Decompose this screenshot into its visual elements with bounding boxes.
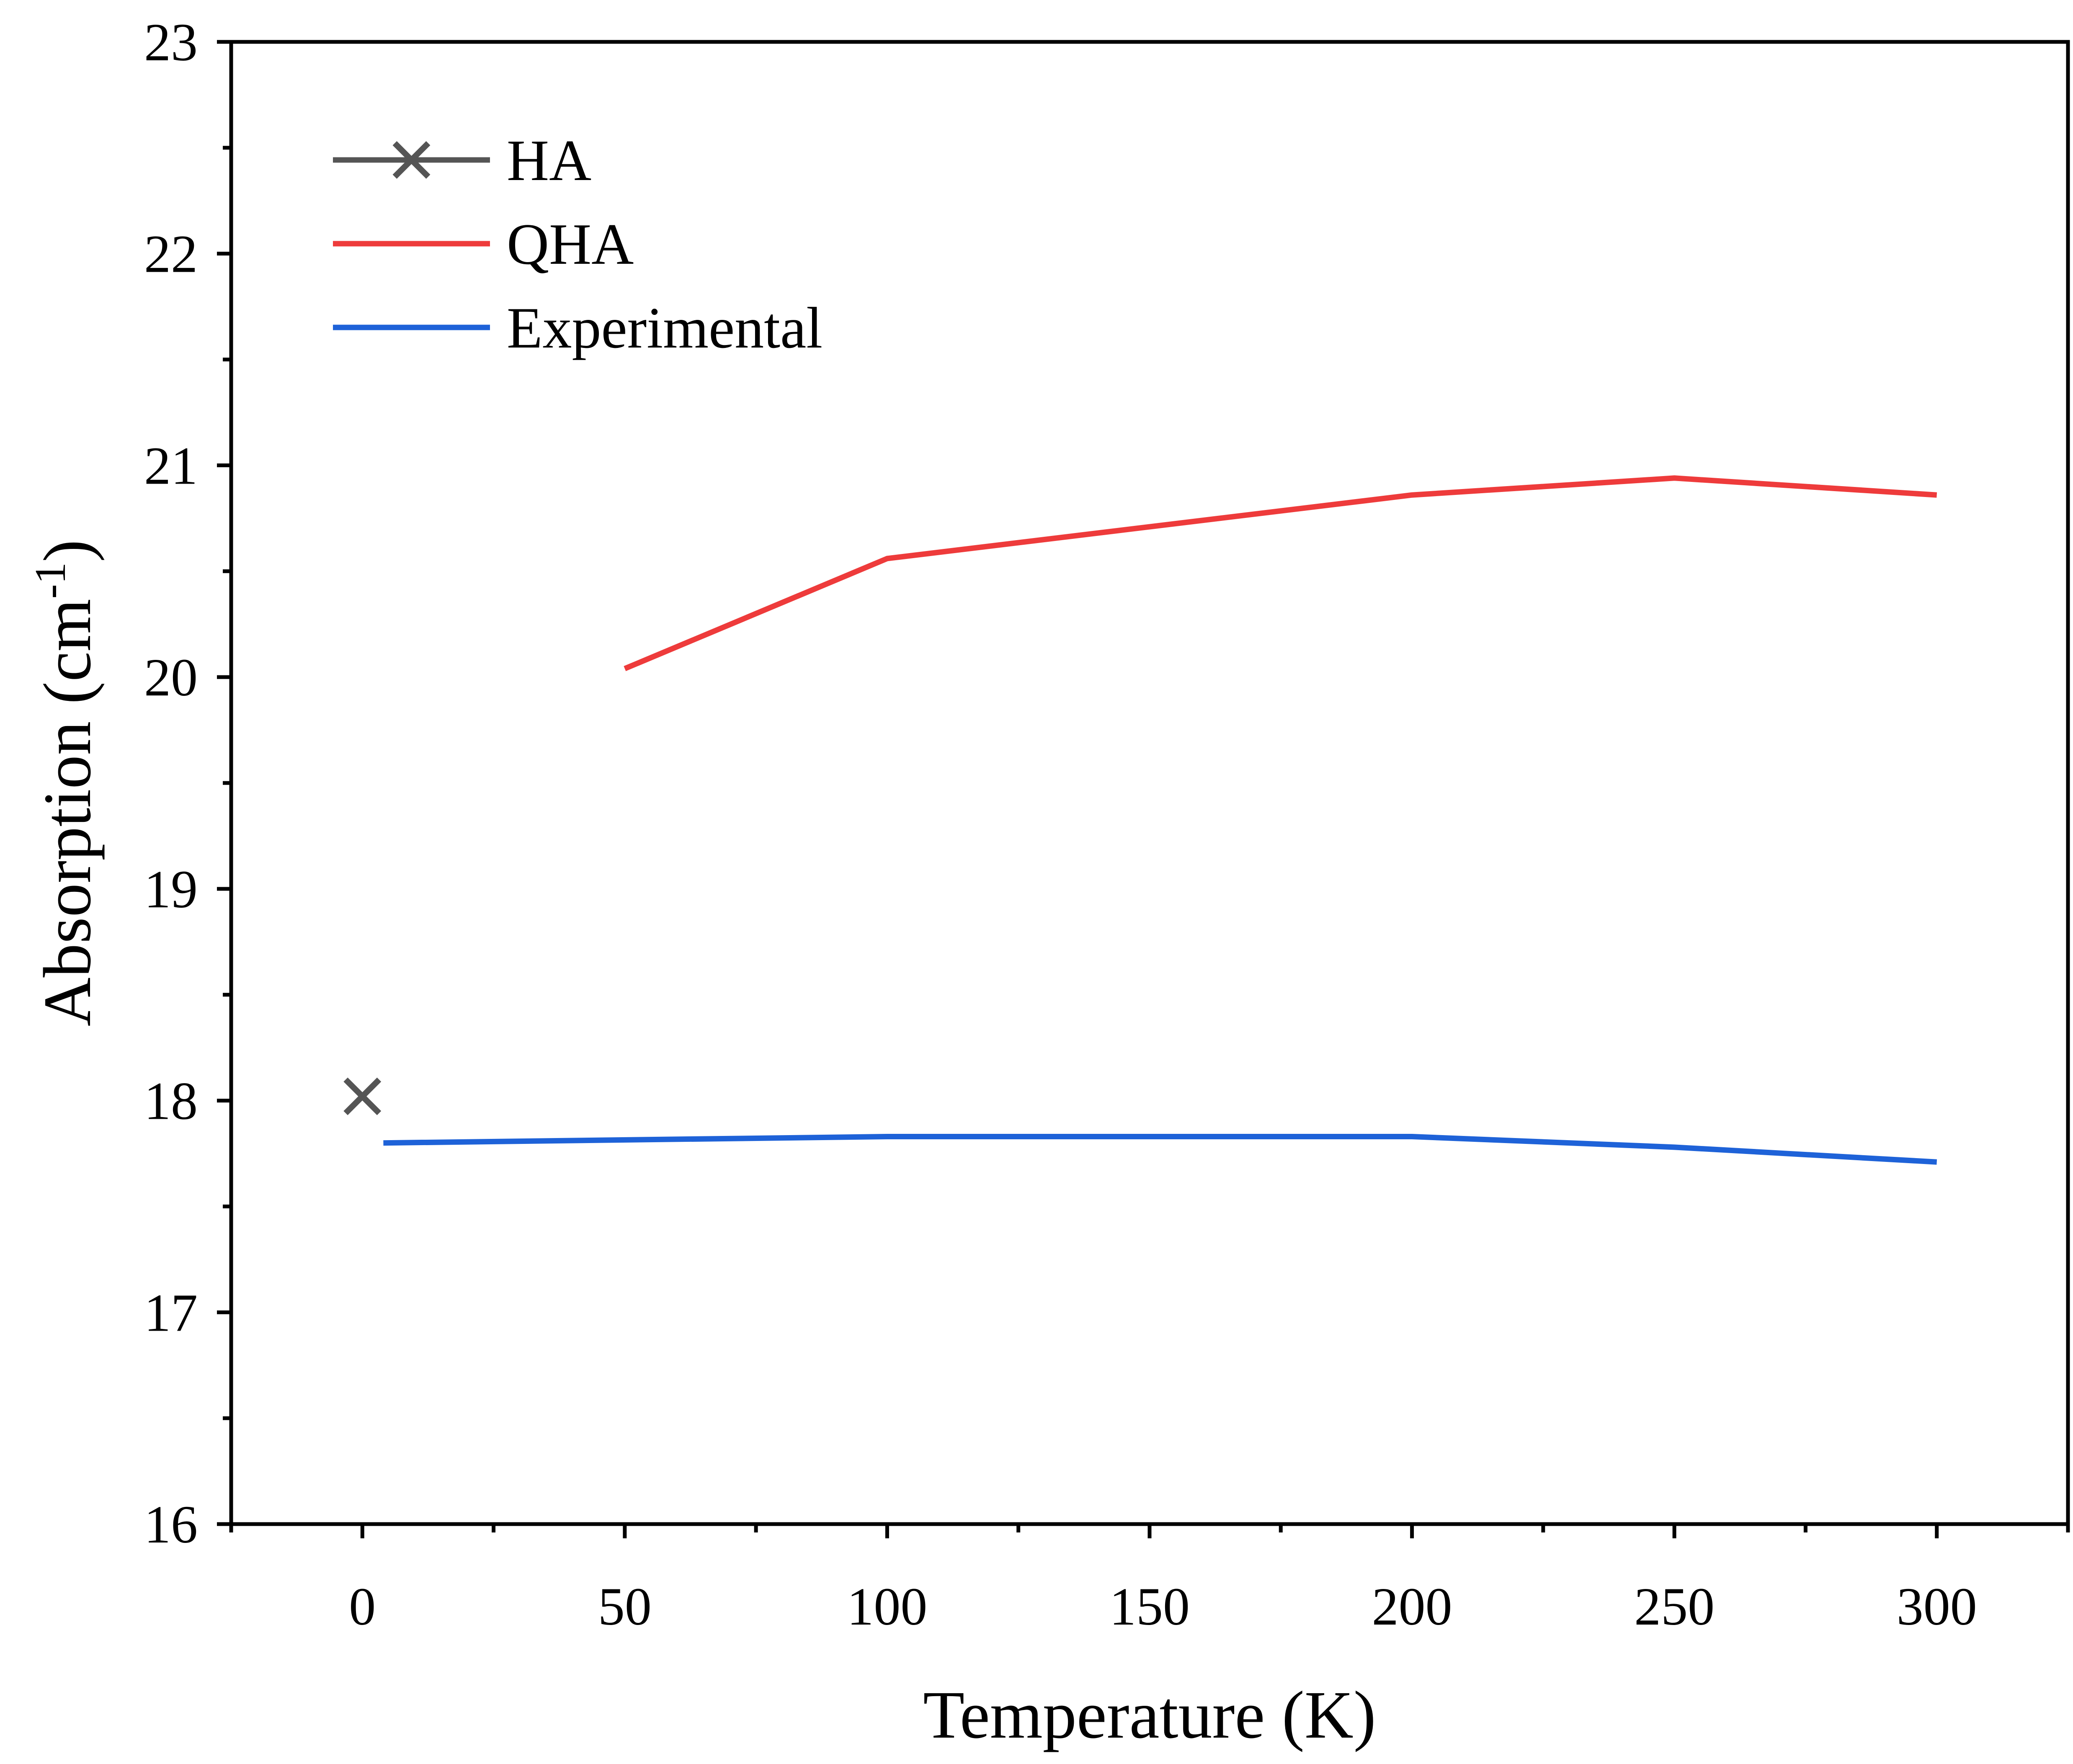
legend-item-ha: HA (333, 128, 591, 193)
x-tick-label: 0 (349, 1577, 376, 1636)
y-tick-label: 22 (144, 224, 198, 284)
y-axis-title-tail: ) (30, 540, 105, 562)
series-line-qha (624, 475, 1937, 671)
axes: 0 50 100 150 200 250 300 16 17 18 19 20 21 22 23 (144, 13, 2070, 1636)
legend-x-marker (392, 141, 431, 179)
legend-label: QHA (507, 212, 634, 277)
legend-item-qha: QHA (333, 212, 634, 277)
y-tick-label: 21 (144, 436, 198, 495)
y-tick-label: 18 (144, 1071, 198, 1131)
x-marker-stroke (343, 1077, 382, 1115)
legend-label: Experimental (507, 296, 822, 361)
y-axis-title-main: Absorption (cm (30, 599, 105, 1026)
y-tick-label: 16 (144, 1495, 198, 1554)
x-tick-label: 200 (1372, 1577, 1452, 1636)
data-point-ha (343, 1077, 382, 1115)
legend: HA QHA Experimental (333, 128, 822, 361)
x-tick-label: 50 (598, 1577, 652, 1636)
x-tick-label: 150 (1109, 1577, 1190, 1636)
y-tick-label: 20 (144, 648, 198, 707)
legend-label: HA (507, 128, 591, 193)
plot-marks (343, 475, 1937, 1165)
y-axis-title-superscript: -1 (26, 562, 75, 599)
x-tick-label: 300 (1897, 1577, 1977, 1636)
series-line-experimental (383, 1134, 1937, 1165)
x-tick-label: 250 (1634, 1577, 1715, 1636)
y-tick-label: 19 (144, 860, 198, 919)
x-tick-label: 100 (847, 1577, 927, 1636)
y-axis-title: Absorption (cm-1) (26, 540, 105, 1027)
x-axis-title: Temperature (K) (923, 1678, 1376, 1753)
y-tick-label: 17 (144, 1283, 198, 1342)
legend-item-experimental: Experimental (333, 296, 822, 361)
y-tick-label: 23 (144, 13, 198, 72)
